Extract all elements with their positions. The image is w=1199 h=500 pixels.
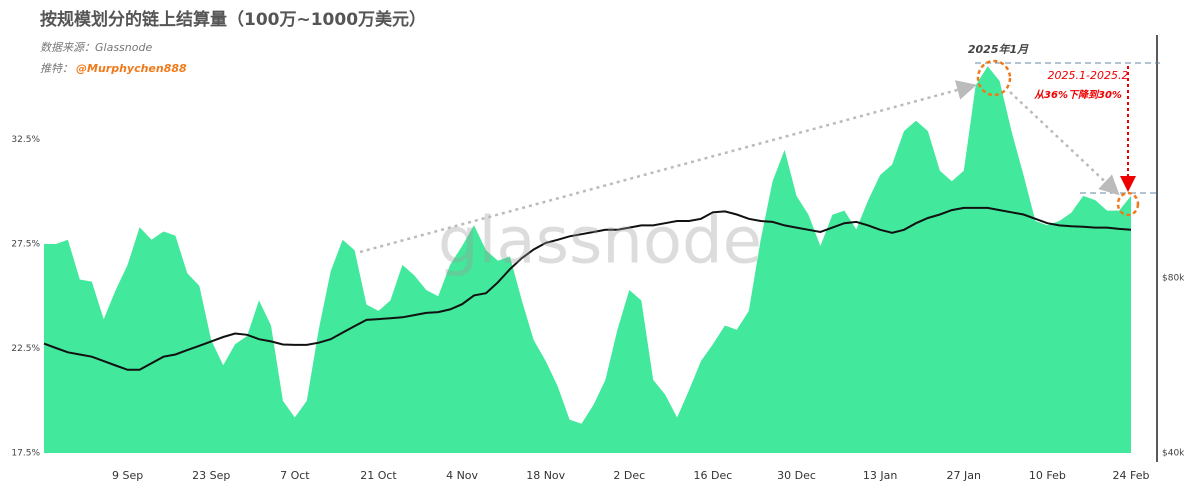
annotation: 从36%下降到30% — [1033, 89, 1122, 101]
y2-tick-label: $80k — [1162, 273, 1185, 283]
x-tick-label: 24 Feb — [1113, 469, 1150, 482]
x-tick-label: 27 Jan — [947, 469, 981, 482]
chart-title: 按规模划分的链上结算量（100万~1000万美元） — [40, 9, 426, 30]
credit-label: 推特： — [40, 62, 73, 75]
credit-handle: @Murphychen888 — [76, 62, 187, 75]
y2-tick-label: $40k — [1162, 449, 1185, 459]
x-tick-label: 30 Dec — [777, 469, 816, 482]
highlight-circle — [1116, 191, 1140, 217]
x-tick-label: 13 Jan — [863, 469, 897, 482]
plot-area: 17.5% 22.5% 27.5% 32.5% $40k $80k 9 Sep 23 Sep 7… — [11, 66, 1185, 482]
y-tick-label: 32.5% — [11, 135, 40, 145]
source: 数据来源：Glassnode — [40, 41, 152, 54]
y-tick-label: 17.5% — [11, 449, 40, 459]
area — [44, 66, 1131, 454]
annotation: 2025年1月 — [968, 43, 1029, 56]
trend-arrow — [1009, 91, 1120, 196]
price-line — [43, 206, 1132, 371]
x-tick-label: 9 Sep — [112, 469, 143, 482]
x-tick-label: 2 Dec — [613, 469, 645, 482]
y-tick-label: 22.5% — [11, 344, 40, 354]
trend-arrow — [359, 80, 977, 254]
x-tick-label: 16 Dec — [694, 469, 733, 482]
x-tick-label: 18 Nov — [526, 469, 565, 482]
x-tick-label: 4 Nov — [446, 469, 478, 482]
y-tick-label: 27.5% — [11, 240, 40, 250]
annotation: 2025.1-2025.2 — [1048, 69, 1129, 82]
x-tick-label: 10 Feb — [1029, 469, 1066, 482]
x-tick-label: 7 Oct — [280, 469, 310, 482]
x-tick-label: 21 Oct — [360, 469, 397, 482]
x-tick-label: 23 Sep — [192, 469, 230, 482]
watermark: glassnode — [438, 205, 762, 279]
highlight-circle — [976, 59, 1012, 97]
